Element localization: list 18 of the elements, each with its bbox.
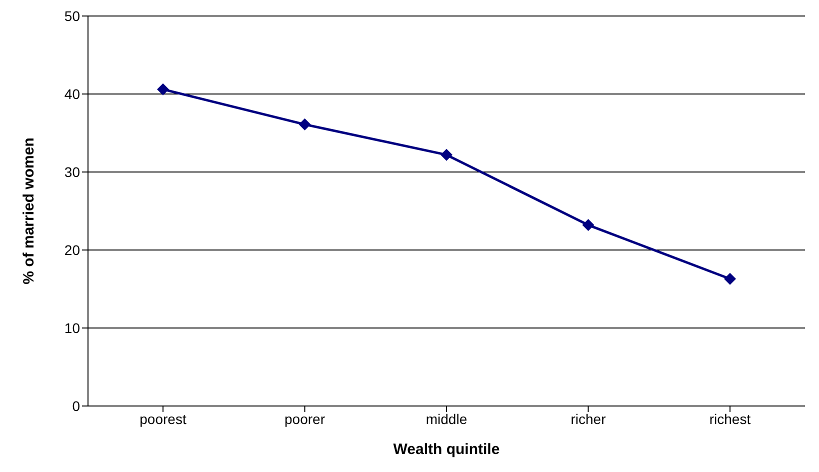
y-tick-label: 0: [72, 398, 80, 414]
y-tick-label: 30: [64, 164, 80, 180]
x-tick-label: richest: [709, 410, 751, 427]
point: [582, 219, 594, 232]
point: [724, 272, 736, 285]
x-tick-label: poorest: [140, 410, 186, 427]
x-tick-label: richer: [570, 410, 606, 427]
y-tick-label: 50: [64, 8, 80, 24]
y-tick-label: 20: [64, 242, 80, 258]
x-axis-title: Wealth quintile: [393, 441, 500, 458]
point: [440, 148, 452, 161]
y-tick-label: 40: [64, 86, 80, 102]
x-tick-label: middle: [426, 410, 468, 427]
y-tick-label: 10: [64, 320, 80, 336]
x-tick-label: poorer: [284, 410, 326, 427]
point: [157, 83, 169, 96]
point: [298, 118, 311, 130]
y-axis-title: % of married women: [20, 138, 38, 284]
